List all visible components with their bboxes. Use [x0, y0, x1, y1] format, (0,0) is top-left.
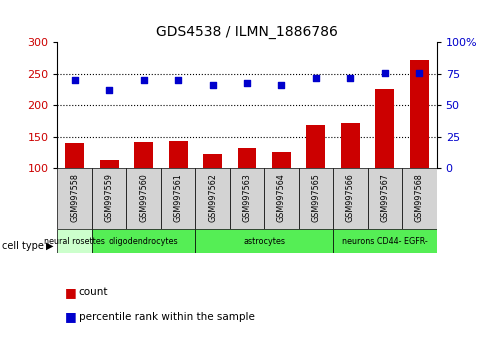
FancyBboxPatch shape: [92, 229, 195, 253]
Bar: [100, 160, 119, 168]
Text: GSM997559: GSM997559: [105, 173, 114, 222]
FancyBboxPatch shape: [57, 168, 92, 229]
Text: neural rosettes: neural rosettes: [44, 237, 105, 246]
FancyBboxPatch shape: [230, 168, 264, 229]
Text: ▶: ▶: [46, 241, 54, 251]
Text: GSM997562: GSM997562: [208, 173, 217, 222]
FancyBboxPatch shape: [264, 168, 299, 229]
Text: GSM997567: GSM997567: [380, 173, 389, 222]
Text: ■: ■: [65, 310, 77, 323]
FancyBboxPatch shape: [299, 168, 333, 229]
Bar: [134, 142, 153, 168]
Point: [381, 70, 389, 75]
Text: GSM997560: GSM997560: [139, 173, 148, 222]
Bar: [272, 152, 291, 168]
Bar: [203, 154, 222, 168]
Bar: [169, 141, 188, 168]
FancyBboxPatch shape: [195, 229, 333, 253]
Text: neurons CD44- EGFR-: neurons CD44- EGFR-: [342, 237, 428, 246]
FancyBboxPatch shape: [126, 168, 161, 229]
Point: [105, 87, 113, 93]
Point: [140, 77, 148, 83]
Text: GSM997568: GSM997568: [415, 173, 424, 222]
Text: astrocytes: astrocytes: [243, 237, 285, 246]
FancyBboxPatch shape: [333, 168, 368, 229]
Text: cell type: cell type: [2, 241, 44, 251]
FancyBboxPatch shape: [368, 168, 402, 229]
Bar: [306, 125, 325, 168]
Text: percentile rank within the sample: percentile rank within the sample: [79, 312, 254, 322]
Bar: [238, 148, 256, 168]
Text: GSM997566: GSM997566: [346, 173, 355, 222]
Point: [346, 75, 354, 80]
Text: count: count: [79, 287, 108, 297]
FancyBboxPatch shape: [195, 168, 230, 229]
Point: [71, 77, 79, 83]
FancyBboxPatch shape: [402, 168, 437, 229]
Bar: [375, 89, 394, 168]
Point: [277, 82, 285, 88]
Text: GDS4538 / ILMN_1886786: GDS4538 / ILMN_1886786: [156, 25, 338, 39]
FancyBboxPatch shape: [92, 168, 126, 229]
FancyBboxPatch shape: [161, 168, 195, 229]
Bar: [341, 123, 360, 168]
Point: [174, 77, 182, 83]
Text: ■: ■: [65, 286, 77, 298]
Text: GSM997564: GSM997564: [277, 173, 286, 222]
Bar: [410, 60, 429, 168]
Point: [415, 70, 423, 75]
Text: GSM997558: GSM997558: [70, 173, 79, 222]
Bar: [65, 143, 84, 168]
FancyBboxPatch shape: [57, 229, 92, 253]
FancyBboxPatch shape: [333, 229, 437, 253]
Point: [312, 75, 320, 80]
Text: oligodendrocytes: oligodendrocytes: [109, 237, 178, 246]
Point: [209, 82, 217, 88]
Text: GSM997561: GSM997561: [174, 173, 183, 222]
Text: GSM997565: GSM997565: [311, 173, 320, 222]
Point: [243, 80, 251, 85]
Text: GSM997563: GSM997563: [243, 173, 251, 222]
